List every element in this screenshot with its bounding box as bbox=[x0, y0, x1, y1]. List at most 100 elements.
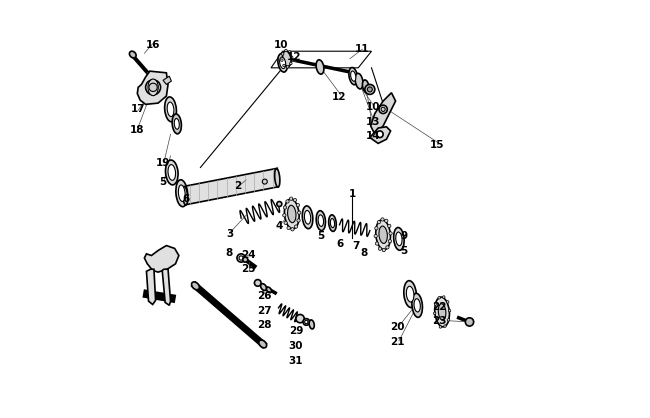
Circle shape bbox=[378, 247, 382, 250]
Ellipse shape bbox=[414, 299, 421, 312]
Circle shape bbox=[289, 197, 292, 200]
Ellipse shape bbox=[404, 280, 417, 308]
Circle shape bbox=[283, 64, 285, 67]
Ellipse shape bbox=[176, 180, 188, 206]
Text: 10: 10 bbox=[274, 40, 289, 50]
Ellipse shape bbox=[259, 340, 266, 348]
Circle shape bbox=[434, 303, 437, 305]
Circle shape bbox=[146, 80, 161, 95]
Circle shape bbox=[283, 214, 286, 217]
Text: 5: 5 bbox=[317, 231, 324, 241]
Circle shape bbox=[286, 200, 289, 203]
Circle shape bbox=[303, 319, 309, 325]
Circle shape bbox=[296, 314, 304, 323]
Text: 1: 1 bbox=[348, 189, 356, 199]
Circle shape bbox=[237, 254, 245, 262]
Ellipse shape bbox=[280, 57, 286, 69]
Circle shape bbox=[296, 204, 300, 207]
Text: 26: 26 bbox=[257, 291, 272, 301]
Text: 20: 20 bbox=[391, 322, 405, 332]
Circle shape bbox=[281, 59, 283, 61]
Circle shape bbox=[374, 227, 378, 230]
Circle shape bbox=[254, 280, 261, 286]
Ellipse shape bbox=[287, 205, 296, 223]
Circle shape bbox=[436, 321, 437, 323]
Ellipse shape bbox=[406, 286, 414, 302]
Circle shape bbox=[243, 257, 248, 262]
Circle shape bbox=[385, 219, 388, 222]
Text: 13: 13 bbox=[365, 117, 380, 127]
Ellipse shape bbox=[304, 211, 311, 224]
Ellipse shape bbox=[275, 168, 280, 187]
Text: 14: 14 bbox=[365, 131, 380, 141]
Ellipse shape bbox=[148, 79, 159, 96]
Circle shape bbox=[376, 131, 383, 138]
Ellipse shape bbox=[266, 287, 272, 293]
Circle shape bbox=[439, 326, 441, 328]
Text: 17: 17 bbox=[131, 104, 146, 115]
Ellipse shape bbox=[349, 68, 358, 85]
Circle shape bbox=[379, 105, 387, 114]
Circle shape bbox=[290, 62, 292, 65]
Ellipse shape bbox=[283, 51, 291, 66]
Circle shape bbox=[381, 218, 384, 221]
Circle shape bbox=[365, 84, 375, 94]
Circle shape bbox=[287, 226, 291, 229]
Ellipse shape bbox=[438, 304, 446, 320]
Text: 4: 4 bbox=[276, 221, 283, 231]
Ellipse shape bbox=[396, 232, 402, 246]
Ellipse shape bbox=[174, 118, 179, 129]
Ellipse shape bbox=[166, 160, 178, 185]
Circle shape bbox=[149, 83, 157, 92]
Circle shape bbox=[298, 211, 301, 214]
Circle shape bbox=[382, 248, 385, 252]
Text: 6: 6 bbox=[336, 239, 343, 249]
Text: 12: 12 bbox=[287, 52, 301, 62]
Text: 22: 22 bbox=[432, 301, 447, 311]
Text: 5: 5 bbox=[159, 177, 166, 187]
Circle shape bbox=[443, 296, 445, 298]
Text: 8: 8 bbox=[361, 247, 368, 257]
Circle shape bbox=[294, 225, 298, 228]
Circle shape bbox=[447, 319, 450, 321]
Ellipse shape bbox=[379, 226, 387, 243]
Circle shape bbox=[263, 179, 267, 184]
Circle shape bbox=[239, 256, 243, 260]
Ellipse shape bbox=[412, 293, 423, 317]
Polygon shape bbox=[185, 168, 278, 205]
Ellipse shape bbox=[363, 80, 369, 92]
Ellipse shape bbox=[316, 60, 324, 74]
Ellipse shape bbox=[316, 211, 326, 231]
Ellipse shape bbox=[192, 282, 200, 290]
Ellipse shape bbox=[164, 97, 176, 122]
Polygon shape bbox=[162, 269, 170, 305]
Ellipse shape bbox=[178, 185, 185, 201]
Polygon shape bbox=[163, 76, 172, 84]
Circle shape bbox=[465, 318, 474, 326]
Ellipse shape bbox=[167, 102, 174, 117]
Ellipse shape bbox=[355, 73, 363, 89]
Circle shape bbox=[385, 246, 389, 249]
Circle shape bbox=[447, 301, 449, 303]
Ellipse shape bbox=[350, 71, 356, 81]
Circle shape bbox=[291, 228, 294, 231]
Text: 21: 21 bbox=[391, 337, 405, 347]
Text: 3: 3 bbox=[226, 229, 233, 239]
Text: 9: 9 bbox=[400, 231, 408, 241]
Ellipse shape bbox=[168, 165, 176, 180]
Circle shape bbox=[444, 325, 447, 327]
Circle shape bbox=[377, 221, 380, 224]
Ellipse shape bbox=[330, 219, 335, 228]
Circle shape bbox=[291, 56, 293, 59]
Text: 29: 29 bbox=[289, 326, 303, 336]
Circle shape bbox=[374, 234, 378, 238]
Circle shape bbox=[388, 240, 391, 243]
Circle shape bbox=[287, 66, 289, 68]
Circle shape bbox=[389, 232, 392, 235]
Text: 5: 5 bbox=[400, 245, 408, 255]
Text: 31: 31 bbox=[289, 356, 303, 366]
Text: 11: 11 bbox=[355, 44, 370, 54]
Ellipse shape bbox=[376, 220, 391, 250]
Text: 27: 27 bbox=[257, 306, 272, 316]
Circle shape bbox=[285, 49, 287, 52]
